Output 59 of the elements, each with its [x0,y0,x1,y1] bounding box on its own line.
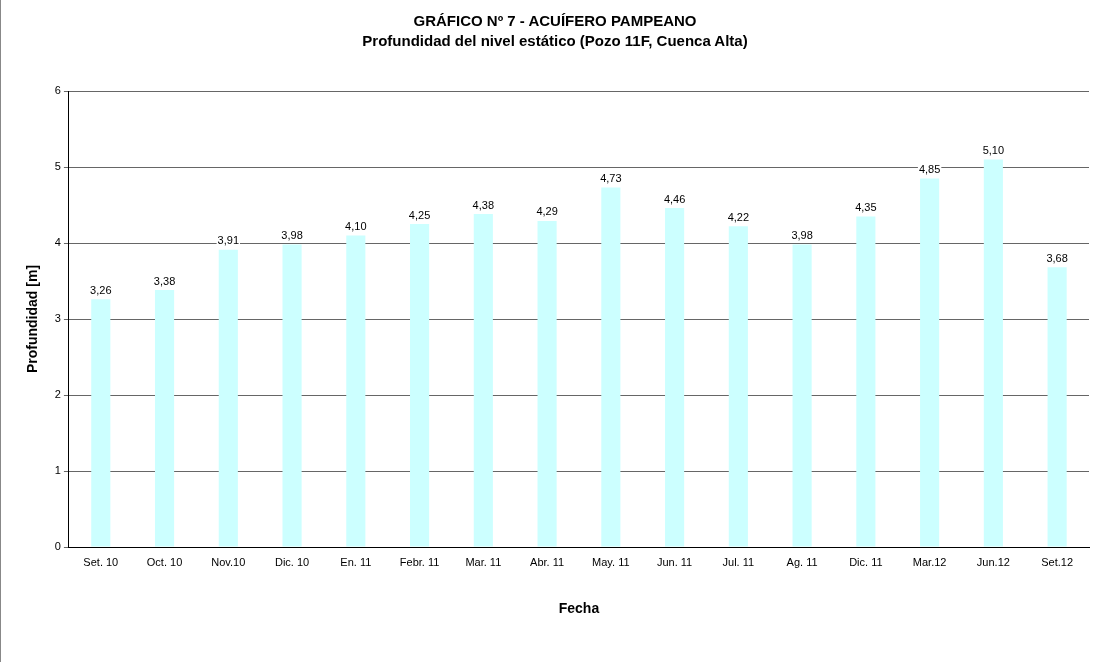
y-tick-label: 0 [54,540,61,553]
bar [920,178,940,547]
bar [154,290,175,547]
data-label: 4,73 [600,172,622,185]
bar [856,216,876,547]
x-tick-label: Jun.12 [976,555,1010,568]
data-label: 5,10 [982,143,1005,156]
y-tick-label: 5 [54,160,61,173]
x-tick-label: Dic. 11 [849,555,883,568]
y-tick-label: 3 [54,312,61,325]
x-tick-label: Jun. 11 [656,555,693,568]
data-label: 3,68 [1046,251,1068,264]
x-tick-label: Set.12 [1041,555,1074,568]
data-label: 4,22 [727,210,750,223]
x-tick-label: Febr. 11 [399,555,440,568]
bar [1047,267,1067,547]
chart-subtitle: Profundidad del nivel estático (Pozo 11F, Cuenca Alta) [362,32,748,50]
data-label: 3,26 [90,283,112,296]
x-tick-label: Oct. 10 [146,555,183,568]
data-label: 4,35 [855,200,877,213]
x-tick-label: Mar. 11 [465,555,502,568]
data-label: 3,91 [217,234,240,247]
x-tick-label: Jul. 11 [722,555,755,568]
bar [537,220,557,547]
bar [473,214,493,547]
x-tick-label: Mar.12 [912,555,947,568]
bar [91,299,111,547]
y-tick-label: 4 [54,236,61,249]
bar [218,249,238,547]
bar [983,159,1003,547]
data-label: 4,25 [408,208,431,221]
bar [601,187,621,547]
x-tick-label: Abr. 11 [530,555,565,568]
data-label: 3,98 [281,229,303,242]
data-label: 4,38 [472,198,495,211]
x-tick-label: Ag. 11 [786,555,818,568]
x-tick-label: Nov.10 [211,555,246,568]
y-tick-label: 1 [54,464,61,477]
x-tick-label: Set. 10 [83,555,119,568]
bar [665,208,685,547]
data-label: 3,98 [791,229,813,242]
bar [410,224,430,547]
data-label: 4,10 [345,219,367,232]
x-tick-label: En. 11 [340,555,372,568]
y-tick-label: 2 [54,388,61,401]
data-label: 4,46 [663,192,686,205]
data-label: 4,29 [536,205,558,218]
y-axis-title: Profundidad [m] [24,264,41,374]
bar [282,244,302,547]
x-axis-title: Fecha [558,600,600,617]
data-label: 3,38 [153,274,176,287]
chart-title: GRÁFICO Nº 7 - ACUÍFERO PAMPEANO [413,12,697,30]
bar [728,226,748,547]
bar [792,244,812,547]
y-tick-label: 6 [54,84,61,97]
x-tick-label: Dic. 10 [274,555,310,568]
data-label: 4,85 [918,162,941,175]
bar [346,235,366,547]
x-tick-label: May. 11 [592,555,630,568]
